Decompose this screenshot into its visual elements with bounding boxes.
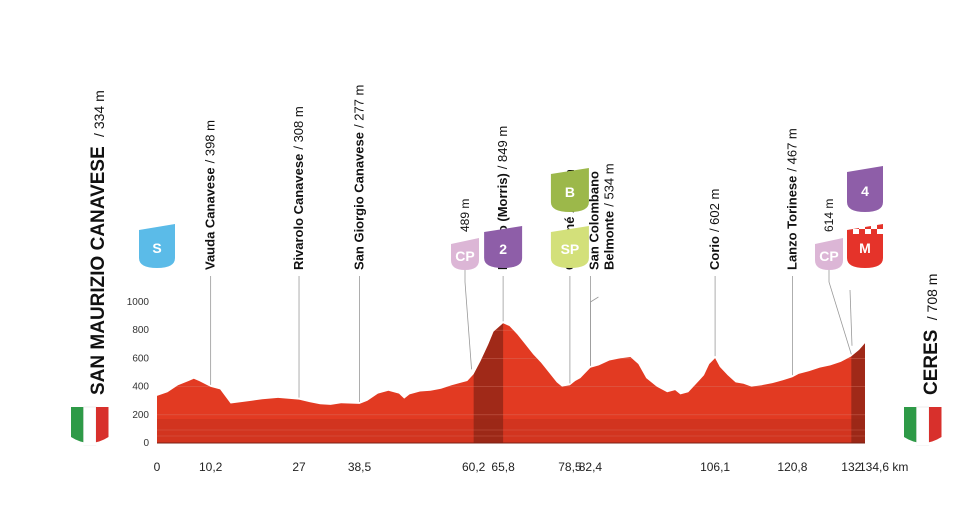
y-tick-label: 800 [132, 325, 149, 336]
marker-guide-line [849, 289, 853, 346]
place-label: Vauda Canavese / 398 m [203, 120, 218, 270]
x-tick-label: 82,4 [579, 460, 603, 474]
checkpoint-marker-icon: CP [451, 238, 479, 270]
marker-label: S [152, 240, 161, 256]
place-altitude: / 398 m [203, 120, 218, 163]
marker-shape [847, 224, 883, 268]
marker-label: CP [455, 248, 474, 264]
place-name: Rivarolo Canavese [291, 154, 306, 270]
marker-label: B [565, 184, 575, 200]
x-tick-label: 120,8 [777, 460, 807, 474]
marker-shape [550, 226, 589, 268]
x-tick-label: 65,8 [491, 460, 515, 474]
place-label: Rivarolo Canavese / 308 m [291, 106, 306, 270]
place-label: Lanzo Torinese / 467 m [784, 128, 799, 270]
checkered-flag-icon [871, 224, 877, 229]
place-name: Corio [707, 236, 722, 270]
y-tick-label: 400 [132, 382, 149, 393]
mountain-finish-marker-icon: M [847, 224, 883, 268]
x-tick-label: 78,5 [558, 460, 582, 474]
bonus-sprint-marker-icon: B [550, 168, 589, 212]
x-tick-label: 60,2 [462, 460, 486, 474]
x-tick-label: 10,2 [199, 460, 223, 474]
y-axis: 0 200 400 600 800 1000 [127, 297, 150, 449]
checkpoint-altitude-label: 489 m [458, 199, 472, 232]
finish-town-label: CERES / 708 m [921, 274, 942, 395]
stage-markers: S CP 2 B SP CP 4 M [139, 166, 883, 270]
place-altitude: / 277 m [352, 85, 367, 128]
climb-shade [851, 323, 865, 443]
marker-shape [139, 224, 175, 268]
x-tick-label: 27 [292, 460, 306, 474]
checkered-flag-icon [847, 224, 853, 229]
place-labels: Vauda Canavese / 398 m Rivarolo Canavese / … [203, 85, 836, 270]
marker-shape [550, 168, 589, 212]
y-tick-label: 600 [132, 353, 149, 364]
italy-flag-icon [904, 406, 942, 446]
x-tick-label: 132 [841, 460, 861, 474]
place-name: Lanzo Torinese [784, 176, 799, 270]
marker-label: CP [819, 248, 838, 264]
marker-label: M [859, 240, 871, 256]
checkered-flag-icon [877, 229, 883, 234]
x-tick-label: 0 [154, 460, 161, 474]
marker-shape [484, 226, 523, 268]
place-altitude: / 849 m [495, 126, 510, 169]
place-altitude: / 602 m [707, 189, 722, 232]
marker-shape [815, 238, 843, 270]
place-altitude: / 308 m [291, 106, 306, 149]
place-name: San Colombano [586, 171, 601, 270]
place-name: San Giorgio Canavese [352, 132, 367, 270]
start-marker-icon: S [139, 224, 175, 268]
marker-label: SP [561, 241, 580, 257]
checkpoint-altitude-label: 614 m [822, 199, 836, 232]
checkered-flag-icon [859, 224, 865, 229]
marker-guide-line [464, 270, 472, 370]
climb-shade [473, 323, 504, 443]
checkpoint-marker-icon: CP [815, 238, 843, 270]
marker-guide-line [828, 270, 852, 355]
place-name: Belmonte [601, 211, 616, 270]
marker-label: 4 [861, 183, 869, 199]
sprint-marker-icon: SP [550, 226, 589, 268]
place-label: San Giorgio Canavese / 277 m [352, 85, 367, 270]
checkered-flag-icon [865, 229, 871, 234]
place-guide-line [590, 296, 599, 366]
profile-base-band [157, 419, 865, 443]
x-tick-label: 106,1 [700, 460, 730, 474]
marker-label: 2 [499, 241, 507, 257]
place-altitude: / 534 m [601, 163, 616, 206]
checkered-flag-icon [853, 229, 859, 234]
y-tick-label: 0 [143, 438, 149, 449]
place-label: Belmonte / 534 m [601, 163, 616, 270]
start-town-label: SAN MAURIZIO CANAVESE / 334 m [88, 90, 109, 395]
place-label: Corio / 602 m [707, 189, 722, 270]
mountain-category-2-icon: 2 [484, 226, 523, 268]
place-guide-lines [210, 270, 853, 402]
marker-shape [847, 166, 883, 212]
place-altitude: / 467 m [784, 128, 799, 171]
place-label: San Colombano [586, 171, 601, 270]
marker-shape [451, 238, 479, 270]
x-tick-label: 134,6 km [859, 460, 908, 474]
x-tick-label: 38,5 [348, 460, 372, 474]
italy-flag-icon [71, 406, 109, 446]
y-tick-label: 1000 [127, 297, 150, 308]
y-tick-label: 200 [132, 410, 149, 421]
mountain-category-4-icon: 4 [847, 166, 883, 212]
place-name: Vauda Canavese [203, 167, 218, 270]
profile-area-layer [157, 323, 865, 444]
x-axis: 0 10,2 27 38,5 60,2 65,8 78,582,4 106,1 120,8 132… [154, 460, 909, 474]
elevation-profile-area [157, 323, 865, 443]
